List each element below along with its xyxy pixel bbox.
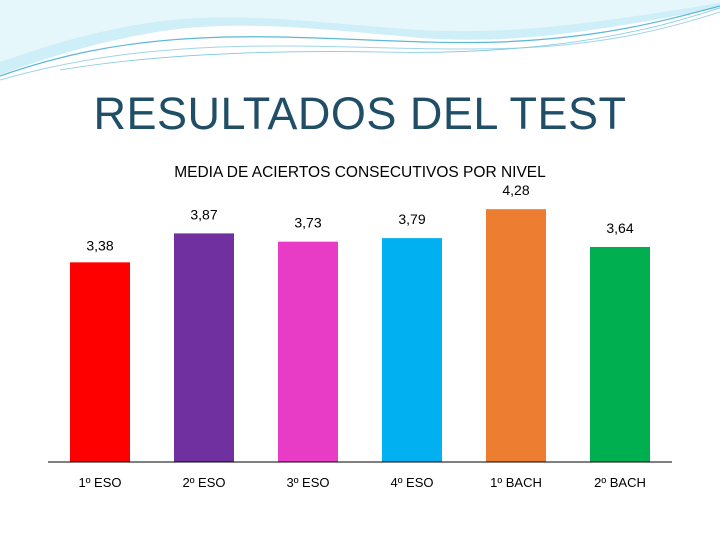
- value-label-5: 4,28: [502, 182, 529, 198]
- category-label-4: 4º ESO: [390, 475, 433, 490]
- decoration-wave-line-2: [0, 11, 720, 81]
- slide-title: RESULTADOS DEL TEST: [93, 88, 627, 139]
- bars-layer: [70, 209, 650, 462]
- bar-3: [278, 241, 338, 462]
- category-labels-layer: 1º ESO 2º ESO 3º ESO 4º ESO 1º BACH 2º BACH: [78, 475, 645, 490]
- slide-header-decoration: [0, 0, 720, 81]
- value-label-3: 3,73: [294, 215, 321, 231]
- value-label-2: 3,87: [190, 206, 217, 222]
- decoration-wave-fill-light: [0, 0, 720, 62]
- bar-1: [70, 262, 130, 462]
- category-label-1: 1º ESO: [78, 475, 121, 490]
- chart-title: MEDIA DE ACIERTOS CONSECUTIVOS POR NIVEL: [174, 164, 546, 181]
- category-label-2: 2º ESO: [182, 475, 225, 490]
- value-label-6: 3,64: [606, 220, 633, 236]
- bar-6: [590, 246, 650, 462]
- value-labels-layer: 3,38 3,87 3,73 3,79 4,28 3,64: [86, 182, 633, 253]
- bar-5: [486, 209, 546, 462]
- category-label-5: 1º BACH: [490, 475, 542, 490]
- value-label-1: 3,38: [86, 237, 113, 253]
- decoration-wave-line-3: [59, 7, 720, 71]
- bar-chart: MEDIA DE ACIERTOS CONSECUTIVOS POR NIVEL…: [48, 164, 672, 490]
- value-label-4: 3,79: [398, 211, 425, 227]
- category-label-3: 3º ESO: [286, 475, 329, 490]
- bar-4: [382, 238, 442, 462]
- bar-2: [174, 233, 234, 462]
- decoration-wave-line-1: [0, 5, 720, 77]
- category-label-6: 2º BACH: [594, 475, 646, 490]
